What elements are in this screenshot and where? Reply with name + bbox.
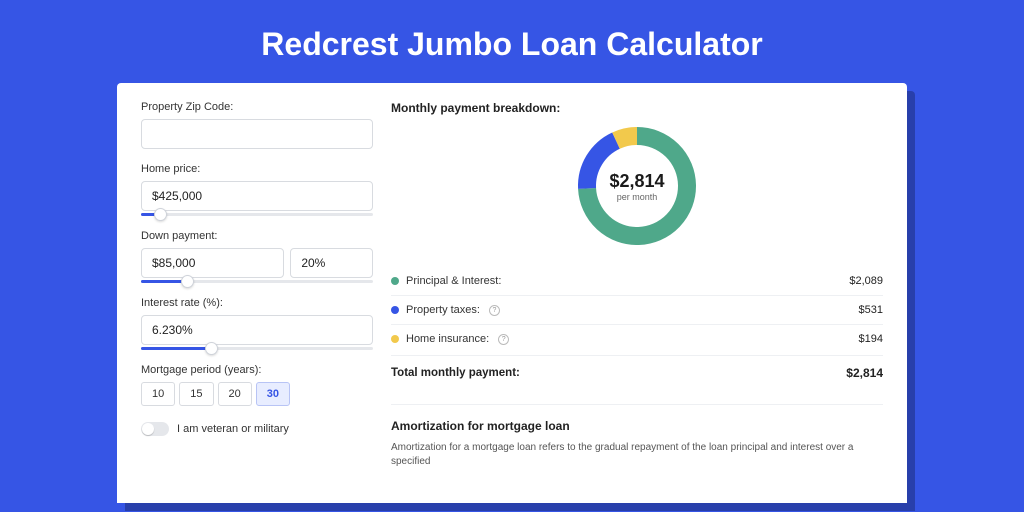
home-price-field: Home price: [141,163,373,216]
amortization-title: Amortization for mortgage loan [391,404,883,433]
period-button-20[interactable]: 20 [218,382,252,406]
total-value: $2,814 [846,366,883,380]
mortgage-period-label: Mortgage period (years): [141,364,373,376]
info-icon[interactable]: ? [498,334,509,345]
zip-field: Property Zip Code: [141,101,373,149]
period-button-30[interactable]: 30 [256,382,290,406]
legend-dot-icon [391,277,399,285]
zip-input[interactable] [141,119,373,149]
interest-rate-field: Interest rate (%): [141,297,373,350]
zip-label: Property Zip Code: [141,101,373,113]
mortgage-period-field: Mortgage period (years): 10152030 [141,364,373,406]
veteran-toggle[interactable] [141,422,169,436]
slider-thumb-icon[interactable] [205,342,218,355]
down-payment-percent-input[interactable] [290,248,373,278]
home-price-label: Home price: [141,163,373,175]
home-price-input[interactable] [141,181,373,211]
legend-row: Home insurance:? $194 [391,325,883,353]
down-payment-amount-input[interactable] [141,248,284,278]
donut-chart: $2,814 per month [391,125,883,247]
period-button-10[interactable]: 10 [141,382,175,406]
amortization-body: Amortization for a mortgage loan refers … [391,441,883,469]
legend-dot-icon [391,335,399,343]
down-payment-label: Down payment: [141,230,373,242]
breakdown-column: Monthly payment breakdown: $2,814 per mo… [391,101,883,485]
legend-dot-icon [391,306,399,314]
page-title: Redcrest Jumbo Loan Calculator [0,0,1024,83]
slider-thumb-icon[interactable] [181,275,194,288]
interest-rate-slider[interactable] [141,347,373,350]
interest-rate-input[interactable] [141,315,373,345]
home-price-slider[interactable] [141,213,373,216]
inputs-column: Property Zip Code: Home price: Down paym… [141,101,391,485]
total-label: Total monthly payment: [391,367,520,379]
legend-row: Property taxes:? $531 [391,296,883,325]
veteran-label: I am veteran or military [177,423,289,435]
veteran-toggle-row: I am veteran or military [141,422,373,436]
down-payment-field: Down payment: [141,230,373,283]
total-row: Total monthly payment: $2,814 [391,355,883,394]
toggle-knob-icon [142,423,154,435]
legend-value: $194 [859,333,883,345]
donut-center: $2,814 per month [576,125,698,247]
interest-rate-label: Interest rate (%): [141,297,373,309]
info-icon[interactable]: ? [489,305,500,316]
legend-label: Principal & Interest: [406,275,501,287]
breakdown-title: Monthly payment breakdown: [391,101,883,115]
legend-label: Home insurance: [406,333,489,345]
legend-value: $531 [859,304,883,316]
period-button-15[interactable]: 15 [179,382,213,406]
legend-value: $2,089 [849,275,883,287]
legend-row: Principal & Interest: $2,089 [391,267,883,296]
down-payment-slider[interactable] [141,280,373,283]
donut-amount: $2,814 [609,171,664,192]
legend-label: Property taxes: [406,304,480,316]
donut-sublabel: per month [617,192,658,202]
slider-thumb-icon[interactable] [154,208,167,221]
calculator-card: Property Zip Code: Home price: Down paym… [117,83,907,503]
